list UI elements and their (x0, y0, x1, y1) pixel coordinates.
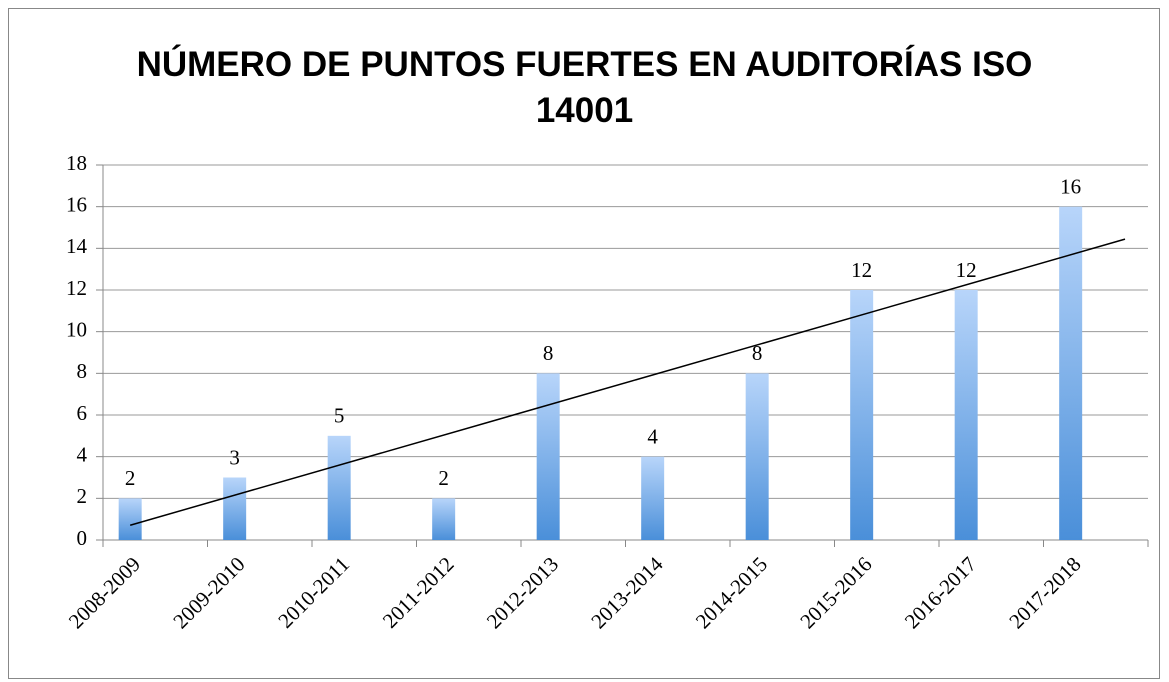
y-tick-label: 12 (66, 276, 87, 300)
data-label: 16 (1060, 174, 1081, 198)
data-label: 12 (851, 258, 872, 282)
bar (641, 456, 665, 540)
data-label: 3 (229, 445, 240, 469)
bar (223, 477, 247, 540)
data-label: 2 (438, 466, 449, 490)
y-tick-label: 10 (66, 317, 87, 341)
y-tick-label: 16 (66, 192, 87, 216)
trendline (129, 238, 1126, 526)
bar (745, 373, 769, 540)
data-label: 8 (543, 341, 554, 365)
bar (327, 435, 351, 540)
data-label: 5 (334, 404, 345, 428)
bar (1059, 206, 1083, 540)
y-tick-label: 8 (77, 359, 88, 383)
y-tick-label: 6 (77, 401, 88, 425)
data-label: 2 (125, 466, 136, 490)
bar (954, 290, 978, 540)
data-label: 12 (956, 258, 977, 282)
y-tick-label: 0 (77, 526, 88, 550)
bar (850, 290, 874, 540)
bar (432, 498, 456, 540)
y-tick-label: 18 (66, 151, 87, 175)
y-tick-label: 14 (66, 234, 88, 258)
y-tick-label: 4 (77, 442, 88, 466)
bar (536, 373, 560, 540)
data-label: 8 (752, 341, 763, 365)
chart-title: NÚMERO DE PUNTOS FUERTES EN AUDITORÍAS I… (136, 45, 1033, 130)
data-label: 4 (647, 424, 658, 448)
y-tick-label: 2 (77, 484, 88, 508)
bar (118, 498, 142, 540)
